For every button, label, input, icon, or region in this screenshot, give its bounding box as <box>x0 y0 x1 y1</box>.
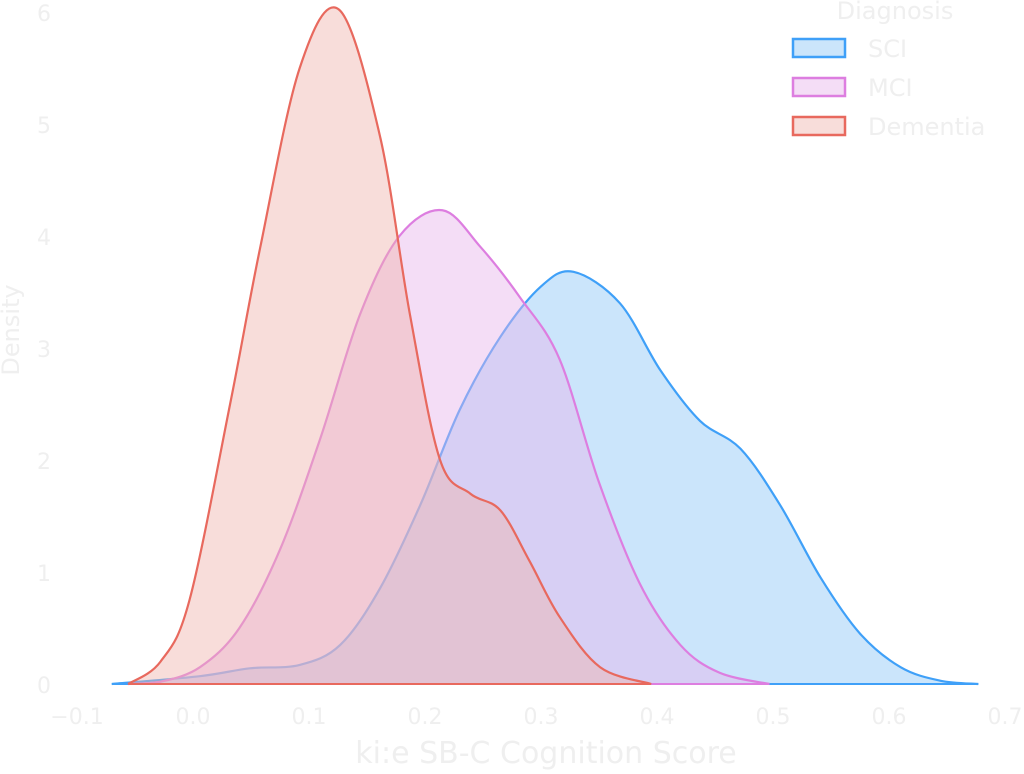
x-tick-label: 0.3 <box>524 705 559 730</box>
legend-title: Diagnosis <box>837 0 954 25</box>
legend-label-mci: MCI <box>868 74 913 102</box>
plot-area <box>111 6 979 686</box>
y-axis: 0 1 2 3 4 5 6 <box>37 2 51 699</box>
line-sci <box>111 270 979 686</box>
y-tick-label: 6 <box>37 2 51 27</box>
line-dementia <box>127 6 652 686</box>
area-sci <box>111 271 979 684</box>
x-tick-label: 0.7 <box>988 705 1023 730</box>
legend-label-sci: SCI <box>868 35 907 63</box>
y-tick-label: 3 <box>37 338 51 363</box>
legend-swatch-sci <box>791 37 847 59</box>
legend-swatch-mci <box>791 76 847 98</box>
x-axis-label: ki:e SB-C Cognition Score <box>355 736 736 770</box>
x-tick-label: 0.6 <box>872 705 907 730</box>
x-axis: −0.1 0.0 0.1 0.2 0.3 0.4 0.5 0.6 0.7 <box>50 705 1022 730</box>
legend-swatch-dementia <box>791 115 847 137</box>
x-tick-label: 0.4 <box>640 705 675 730</box>
x-tick-label: 0.2 <box>408 705 443 730</box>
legend-label-dementia: Dementia <box>868 113 985 141</box>
y-tick-label: 1 <box>37 562 51 587</box>
area-dementia <box>128 7 652 684</box>
y-tick-label: 2 <box>37 450 51 475</box>
legend: Diagnosis SCI MCI Dementia <box>791 0 985 141</box>
y-axis-label: Density <box>0 284 25 375</box>
y-tick-label: 4 <box>37 226 51 251</box>
x-tick-label: 0.5 <box>756 705 791 730</box>
y-tick-label: 5 <box>37 114 51 139</box>
x-tick-label: −0.1 <box>50 705 103 730</box>
area-mci <box>128 210 770 684</box>
x-tick-label: 0.1 <box>292 705 327 730</box>
y-tick-label: 0 <box>37 674 51 699</box>
line-mci <box>127 208 770 686</box>
x-tick-label: 0.0 <box>176 705 211 730</box>
